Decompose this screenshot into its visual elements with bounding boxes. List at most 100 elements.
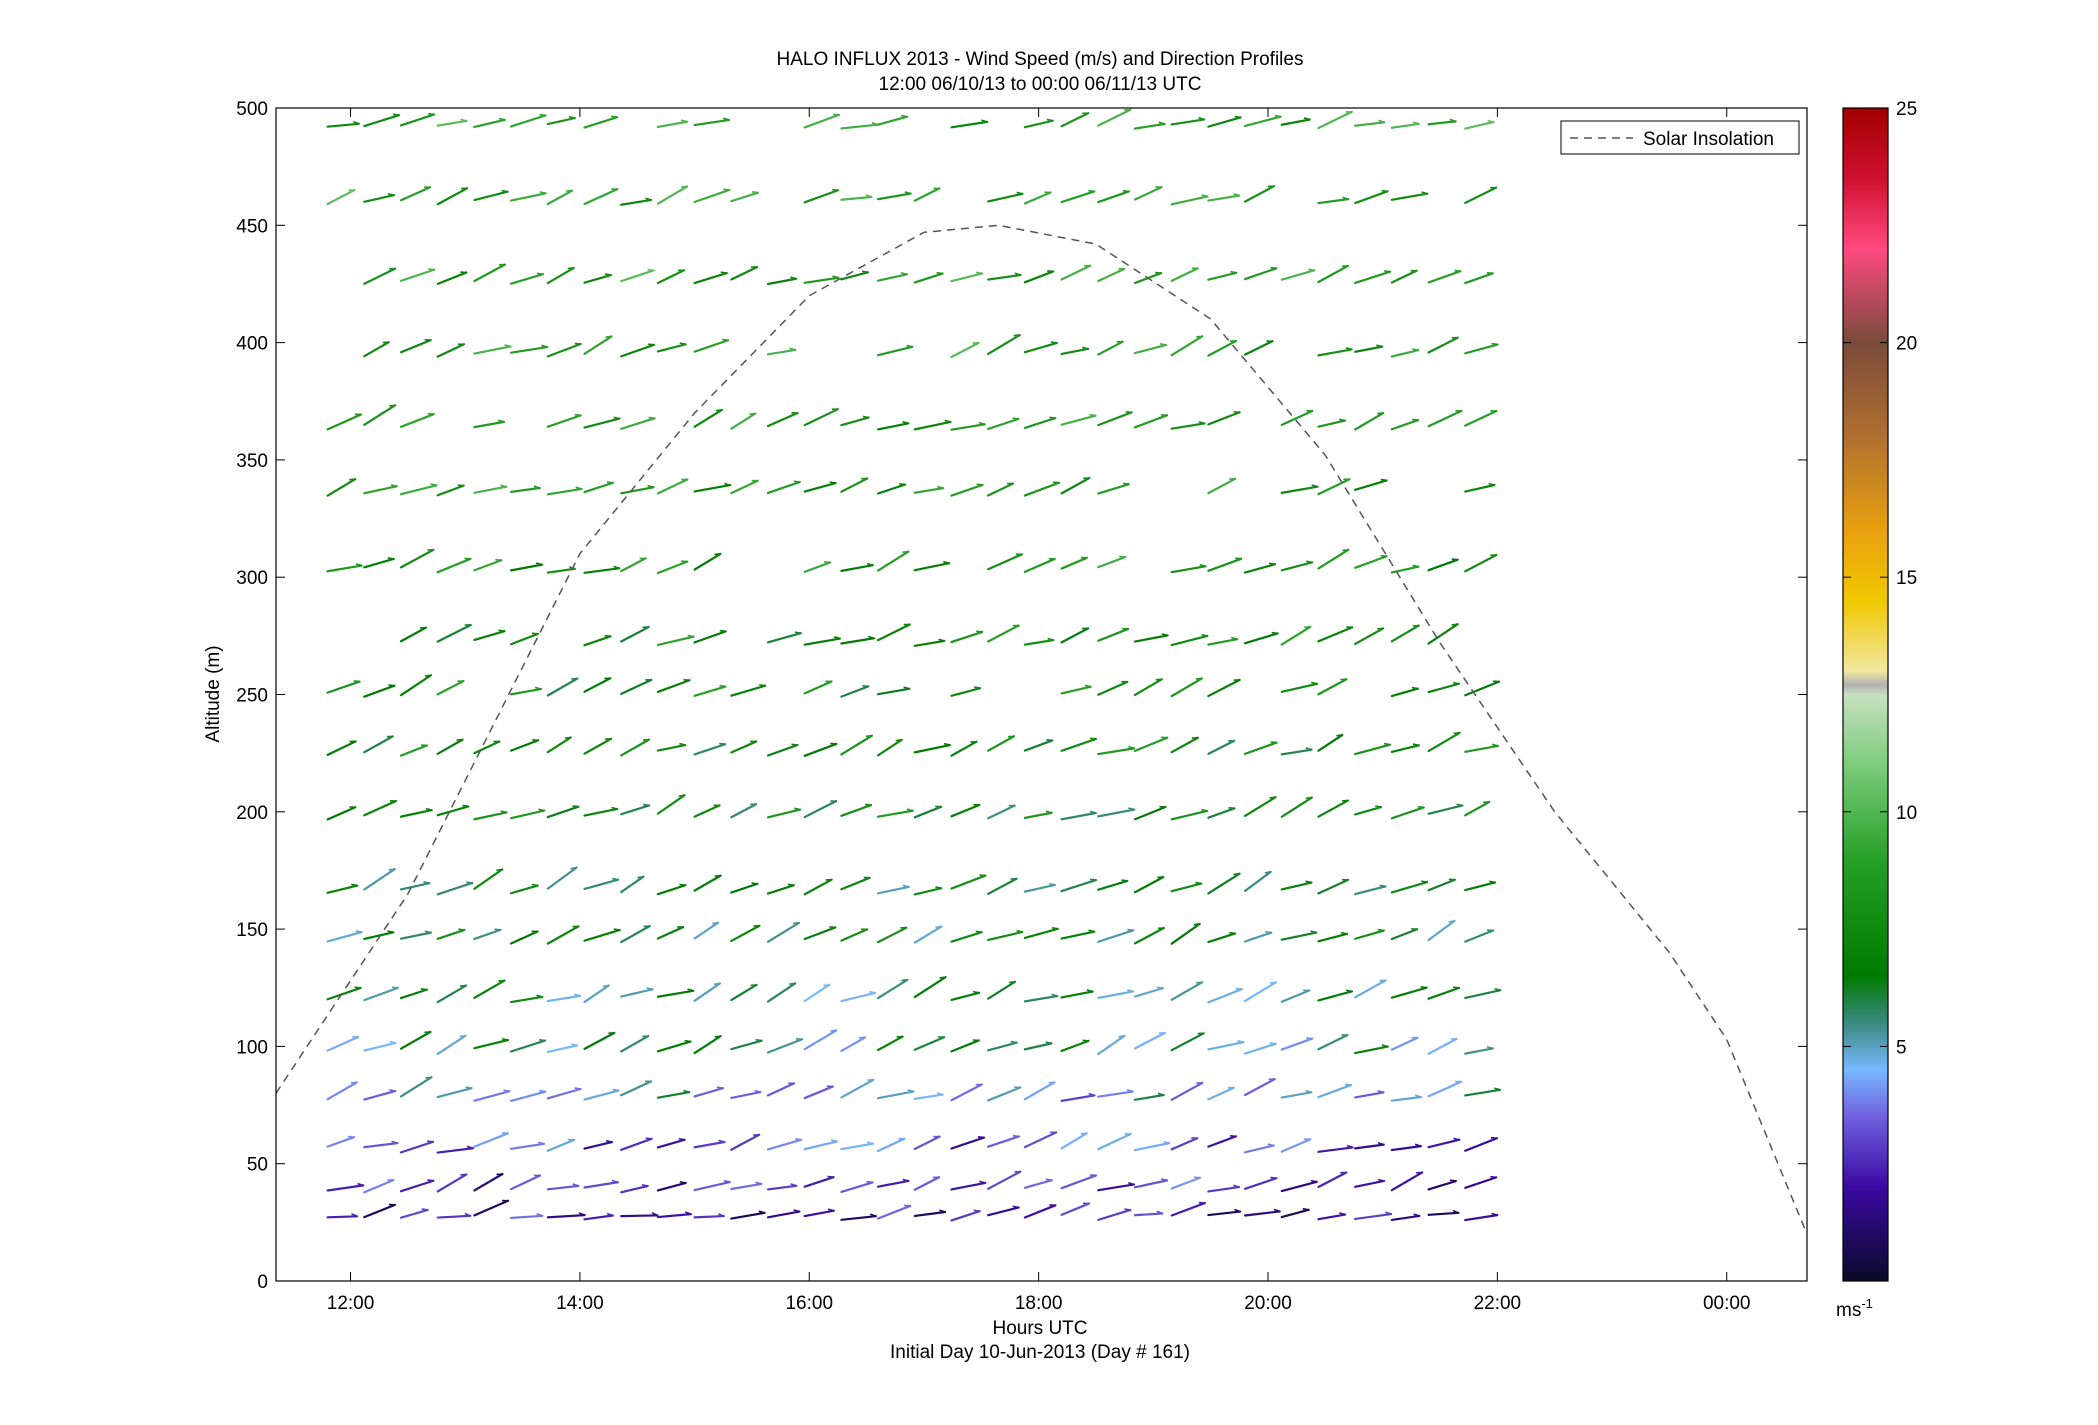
wind-vector [473,1037,510,1050]
wind-vector [509,883,539,895]
wind-vector [1207,806,1236,819]
wind-vector [840,990,877,1003]
wind-vector [473,928,502,941]
wind-vector [1280,117,1311,126]
wind-vectors [326,108,1502,1222]
wind-vector [1243,931,1273,943]
wind-vector [1097,807,1136,818]
wind-vector [509,485,541,493]
wind-vector [363,867,396,891]
wind-vector [509,808,546,820]
wind-vector [1207,557,1243,572]
wind-vector [913,187,941,202]
wind-vector [913,805,943,819]
wind-vector [1170,1201,1206,1217]
wind-vector [1023,341,1058,354]
colorbar-tick-label: 25 [1896,99,1917,120]
wind-vector [876,272,908,282]
wind-vector [876,421,910,431]
wind-vector [620,343,656,358]
wind-vector [1170,420,1206,430]
wind-vector [840,1213,877,1221]
wind-vector [546,1087,582,1100]
wind-vector [1354,478,1388,491]
legend: Solar Insolation [1560,120,1800,155]
wind-vector [583,677,612,693]
wind-vector [693,552,722,571]
wind-vector [1133,1178,1169,1189]
wind-vector [766,807,802,819]
wind-vector [1097,745,1136,756]
wind-vector [913,1135,941,1151]
wind-vector [436,623,472,643]
wind-vector [473,263,507,283]
wind-vector [1207,636,1239,646]
wind-vector [1354,1044,1389,1055]
wind-vector [950,874,987,890]
wind-vector [399,112,436,127]
wind-vector [1390,1171,1424,1192]
wind-vector [1060,112,1090,128]
wind-vector [326,1035,360,1052]
wind-vector [656,1039,692,1053]
wind-vector [363,557,395,569]
wind-vector [546,566,577,574]
wind-vector [399,1140,435,1154]
wind-vector [326,986,362,1001]
wind-vector [803,1139,838,1151]
wind-vector [399,626,427,643]
wind-vector [620,1212,659,1218]
wind-vector [876,1178,910,1188]
wind-vector [363,267,397,285]
wind-vector [399,881,431,891]
wind-vector [1060,413,1097,426]
wind-vector [803,1175,835,1188]
wind-vector [363,1089,397,1101]
wind-vector [950,341,980,359]
wind-vector [840,1141,874,1151]
wind-vector [730,683,767,697]
wind-vector [1317,1083,1353,1099]
wind-vector [1317,347,1353,357]
wind-vector [987,1040,1018,1052]
wind-vector [693,1212,725,1219]
wind-vector [1060,264,1092,281]
wind-vector [1207,931,1237,944]
wind-vector [473,1199,510,1217]
wind-vector [1133,121,1166,130]
wind-vector [1464,186,1498,204]
wind-vector [913,976,947,999]
wind-vector [546,1138,576,1152]
wind-vector [1060,556,1088,570]
wind-vector [803,408,839,427]
wind-vector [913,419,952,431]
wind-vector [950,740,978,757]
wind-vector [620,1183,649,1194]
wind-vector [363,735,394,754]
wind-vector [363,404,397,426]
wind-vector [546,189,574,206]
wind-vector [473,740,501,755]
wind-vector [1317,931,1349,943]
wind-vector [1390,121,1420,129]
wind-vector [436,118,468,127]
wind-vector [1133,876,1165,894]
y-tick-label: 300 [236,568,268,589]
wind-vector [1280,796,1313,818]
wind-vector [583,115,619,129]
wind-vector [509,994,544,1004]
chart-title: HALO INFLUX 2013 - Wind Speed (m/s) and … [777,49,1304,70]
wind-vector [1280,880,1313,891]
wind-vector [876,808,914,818]
wind-vector [987,333,1021,356]
wind-vector [1243,741,1278,755]
wind-vector [326,1213,359,1219]
wind-vector [1060,1132,1088,1150]
wind-vector [1317,548,1350,570]
x-tick-label: 22:00 [1474,1293,1522,1314]
wind-vector [473,979,506,999]
wind-vector [363,986,400,1002]
wind-vector [1427,1037,1458,1055]
wind-vector [1427,336,1459,354]
wind-vector [987,735,1016,752]
